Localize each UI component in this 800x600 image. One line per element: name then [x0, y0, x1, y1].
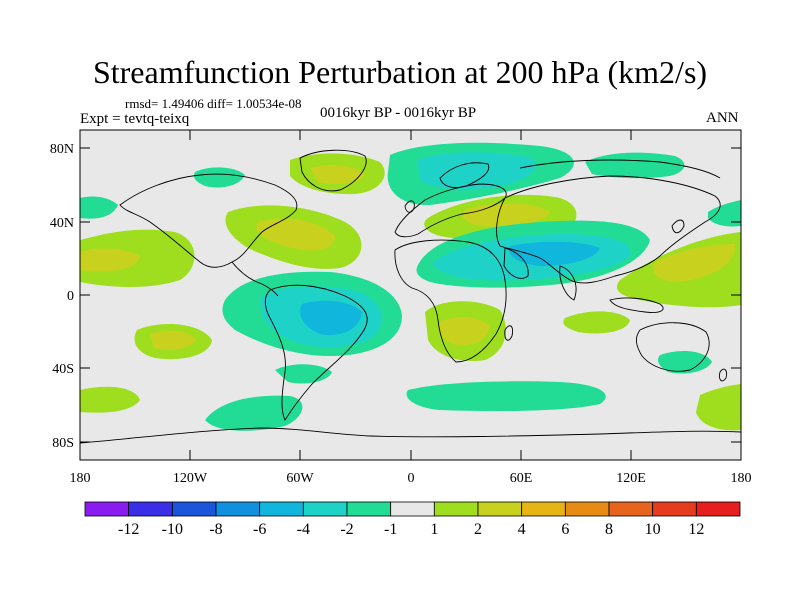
- colorbar-label: -2: [340, 521, 353, 538]
- contour-core-sp: [150, 330, 196, 350]
- contour-deep-asia: [509, 241, 600, 266]
- contour-neg-east-siberia: [585, 152, 685, 179]
- x-tick-label: 120W: [173, 471, 208, 486]
- contour-neg-indian: [406, 381, 606, 412]
- colorbar-labels: -12 -10 -8 -6 -4 -2 -1 1 2 4 6 8 10 12: [118, 521, 704, 538]
- x-tick-label: 180: [731, 471, 752, 486]
- contour-core-atlantic: [256, 218, 335, 251]
- coast-greenland: [299, 149, 367, 192]
- colorbar-label: -6: [253, 521, 266, 538]
- y-tick-label: 40S: [52, 362, 74, 377]
- coast-indonesia: [609, 297, 664, 313]
- colorbar-label: 12: [688, 521, 704, 538]
- coast-new-zealand: [719, 368, 727, 382]
- contour-neg-southern-atlantic: [205, 395, 303, 431]
- x-tick-label: 120E: [616, 471, 646, 486]
- y-tick-label: 80S: [52, 436, 74, 451]
- colorbar-label: -12: [118, 521, 139, 538]
- coast-antarctica: [80, 427, 741, 444]
- colorbar-swatch: [346, 501, 392, 517]
- colorbar-label: 1: [430, 521, 438, 538]
- colorbar-swatch: [521, 501, 566, 517]
- y-axis-labels: 80N 40N 0 40S 80S: [50, 142, 74, 451]
- coast-australia: [635, 322, 710, 372]
- colorbar-swatch: [695, 501, 741, 517]
- coast-africa: [394, 239, 507, 363]
- colorbar-swatch: [477, 501, 523, 517]
- y-axis-ticks: [80, 147, 741, 443]
- coast-central-america: [231, 261, 279, 297]
- colorbar-swatch: [215, 501, 261, 517]
- colorbar-label: -1: [384, 521, 397, 538]
- colorbar-label: 2: [474, 521, 482, 538]
- experiment-label: Expt = tevtq-teixq: [80, 111, 190, 127]
- coast-north-america: [119, 173, 298, 268]
- colorbar-swatch: [390, 501, 435, 517]
- colorbar-swatch: [84, 501, 130, 517]
- contour-neg-tropical-pacific: [235, 308, 266, 326]
- contour-neg-arctic-america: [194, 167, 245, 188]
- colorbar-swatch: [259, 501, 304, 517]
- coast-asia: [496, 175, 721, 284]
- x-tick-label: 60E: [510, 471, 533, 486]
- contour-pos-southern-ocean: [80, 386, 140, 413]
- season-label: ANN: [706, 110, 739, 126]
- contour-pos-east-sp: [696, 384, 741, 431]
- colorbar-swatch: [652, 501, 697, 517]
- positive-strong-contours: [80, 165, 736, 350]
- x-tick-label: 60W: [286, 471, 314, 486]
- coast-india: [559, 265, 577, 301]
- coast-uk: [404, 200, 415, 213]
- colorbar-label: -8: [209, 521, 222, 538]
- y-tick-label: 40N: [50, 216, 74, 231]
- colorbar-swatch: [564, 501, 610, 517]
- colorbar-swatch: [302, 501, 348, 517]
- coastlines: [80, 149, 741, 444]
- colorbar-label: 8: [605, 521, 613, 538]
- x-tick-label: 180: [70, 471, 91, 486]
- contour-core-greenland: [310, 165, 365, 184]
- coast-madagascar: [504, 325, 513, 341]
- y-tick-label: 0: [67, 289, 74, 304]
- coast-south-america: [264, 284, 368, 421]
- chart-title: Streamfunction Perturbation at 200 hPa (…: [92, 54, 708, 90]
- x-tick-label: 0: [408, 471, 415, 486]
- coast-japan: [671, 219, 685, 234]
- colorbar-label: -10: [162, 521, 183, 538]
- contour-neg-australia: [658, 350, 712, 374]
- contour-neg-north-pacific: [80, 196, 118, 219]
- contour-core-pacific-west: [80, 248, 140, 272]
- stats-line: rmsd= 1.49406 diff= 1.00534e-08: [125, 96, 302, 111]
- colorbar-swatch: [433, 501, 479, 517]
- colorbar-swatch: [171, 501, 217, 517]
- colorbar-label: 6: [561, 521, 569, 538]
- coast-arabia: [503, 247, 529, 279]
- x-axis-ticks: [79, 130, 742, 460]
- contour-core-pacific-east: [652, 244, 736, 282]
- contour-core-africa: [438, 317, 490, 346]
- colorbar-swatch: [608, 501, 654, 517]
- period-label: 0016kyr BP - 0016kyr BP: [320, 105, 477, 121]
- colorbar-swatch: [128, 501, 173, 517]
- coast-siberia-arctic: [519, 159, 721, 179]
- contour-neg-far-east: [708, 200, 741, 227]
- colorbar-label: -4: [297, 521, 310, 538]
- contour-field: [80, 130, 741, 460]
- contour-deep-south-america: [300, 300, 362, 336]
- y-tick-label: 80N: [50, 142, 74, 157]
- coast-scandinavia: [439, 162, 490, 189]
- x-axis-labels: 180 120W 60W 0 60E 120E 180: [70, 471, 752, 486]
- colorbar-label: 4: [518, 521, 526, 538]
- contour-pos-east-tropic: [563, 311, 630, 334]
- contour-core-north-atlantic: [418, 152, 536, 190]
- colorbar-label: 10: [645, 521, 661, 538]
- colorbar: [84, 501, 741, 517]
- negative-deep-contours: [300, 241, 600, 336]
